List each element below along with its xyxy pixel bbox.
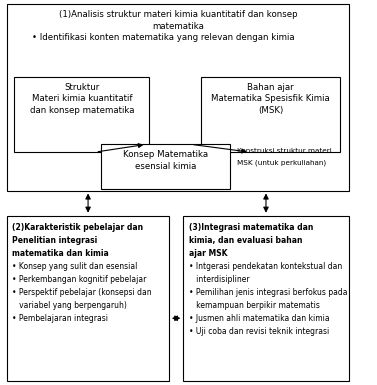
Text: variabel yang berpengaruh): variabel yang berpengaruh): [12, 301, 127, 310]
Text: (MSK): (MSK): [258, 106, 283, 115]
Text: • Konsep yang sulit dan esensial: • Konsep yang sulit dan esensial: [12, 262, 138, 271]
Text: esensial kimia: esensial kimia: [135, 162, 196, 171]
Text: • Pembelajaran integrasi: • Pembelajaran integrasi: [12, 314, 109, 323]
Text: (3)Integrasi matematika dan: (3)Integrasi matematika dan: [188, 223, 313, 231]
FancyBboxPatch shape: [7, 4, 349, 191]
Text: MSK (untuk perkuliahan): MSK (untuk perkuliahan): [237, 159, 326, 166]
FancyBboxPatch shape: [101, 144, 230, 189]
Text: Bahan ajar: Bahan ajar: [247, 83, 294, 92]
Text: • Identifikasi konten matematika yang relevan dengan kimia: • Identifikasi konten matematika yang re…: [32, 33, 295, 42]
Text: matematika: matematika: [152, 22, 204, 31]
Text: dan konsep matematika: dan konsep matematika: [29, 106, 134, 115]
Text: Matematika Spesisfik Kimia: Matematika Spesisfik Kimia: [211, 94, 330, 103]
Text: Penelitian integrasi: Penelitian integrasi: [12, 236, 98, 244]
Text: • Pemilihan jenis integrasi berfokus pada: • Pemilihan jenis integrasi berfokus pad…: [188, 288, 347, 297]
FancyBboxPatch shape: [201, 77, 340, 152]
Text: Konsep Matematika: Konsep Matematika: [123, 150, 208, 159]
Text: (1)Analisis struktur materi kimia kuantitatif dan konsep: (1)Analisis struktur materi kimia kuanti…: [58, 10, 297, 18]
Text: • Intgerasi pendekatan kontekstual dan: • Intgerasi pendekatan kontekstual dan: [188, 262, 342, 271]
Text: kemampuan berpikir matematis: kemampuan berpikir matematis: [188, 301, 319, 310]
Text: kimia, dan evaluasi bahan: kimia, dan evaluasi bahan: [188, 236, 302, 244]
Text: Materi kimia kuantitatif: Materi kimia kuantitatif: [32, 94, 132, 103]
FancyBboxPatch shape: [7, 216, 169, 381]
Text: Konstruksi struktur materi: Konstruksi struktur materi: [237, 148, 331, 154]
Text: • Perspektif pebelajar (konsepsi dan: • Perspektif pebelajar (konsepsi dan: [12, 288, 152, 297]
Text: ajar MSK: ajar MSK: [188, 249, 227, 258]
Text: • Perkembangan kognitif pebelajar: • Perkembangan kognitif pebelajar: [12, 275, 147, 284]
Text: (2)Karakteristik pebelajar dan: (2)Karakteristik pebelajar dan: [12, 223, 144, 231]
Text: • Jusmen ahli matematika dan kimia: • Jusmen ahli matematika dan kimia: [188, 314, 329, 323]
Text: • Uji coba dan revisi teknik integrasi: • Uji coba dan revisi teknik integrasi: [188, 327, 329, 336]
FancyBboxPatch shape: [14, 77, 149, 152]
Text: matematika dan kimia: matematika dan kimia: [12, 249, 109, 258]
Text: interdisipliner: interdisipliner: [188, 275, 249, 284]
Text: Struktur: Struktur: [64, 83, 100, 92]
FancyBboxPatch shape: [183, 216, 349, 381]
